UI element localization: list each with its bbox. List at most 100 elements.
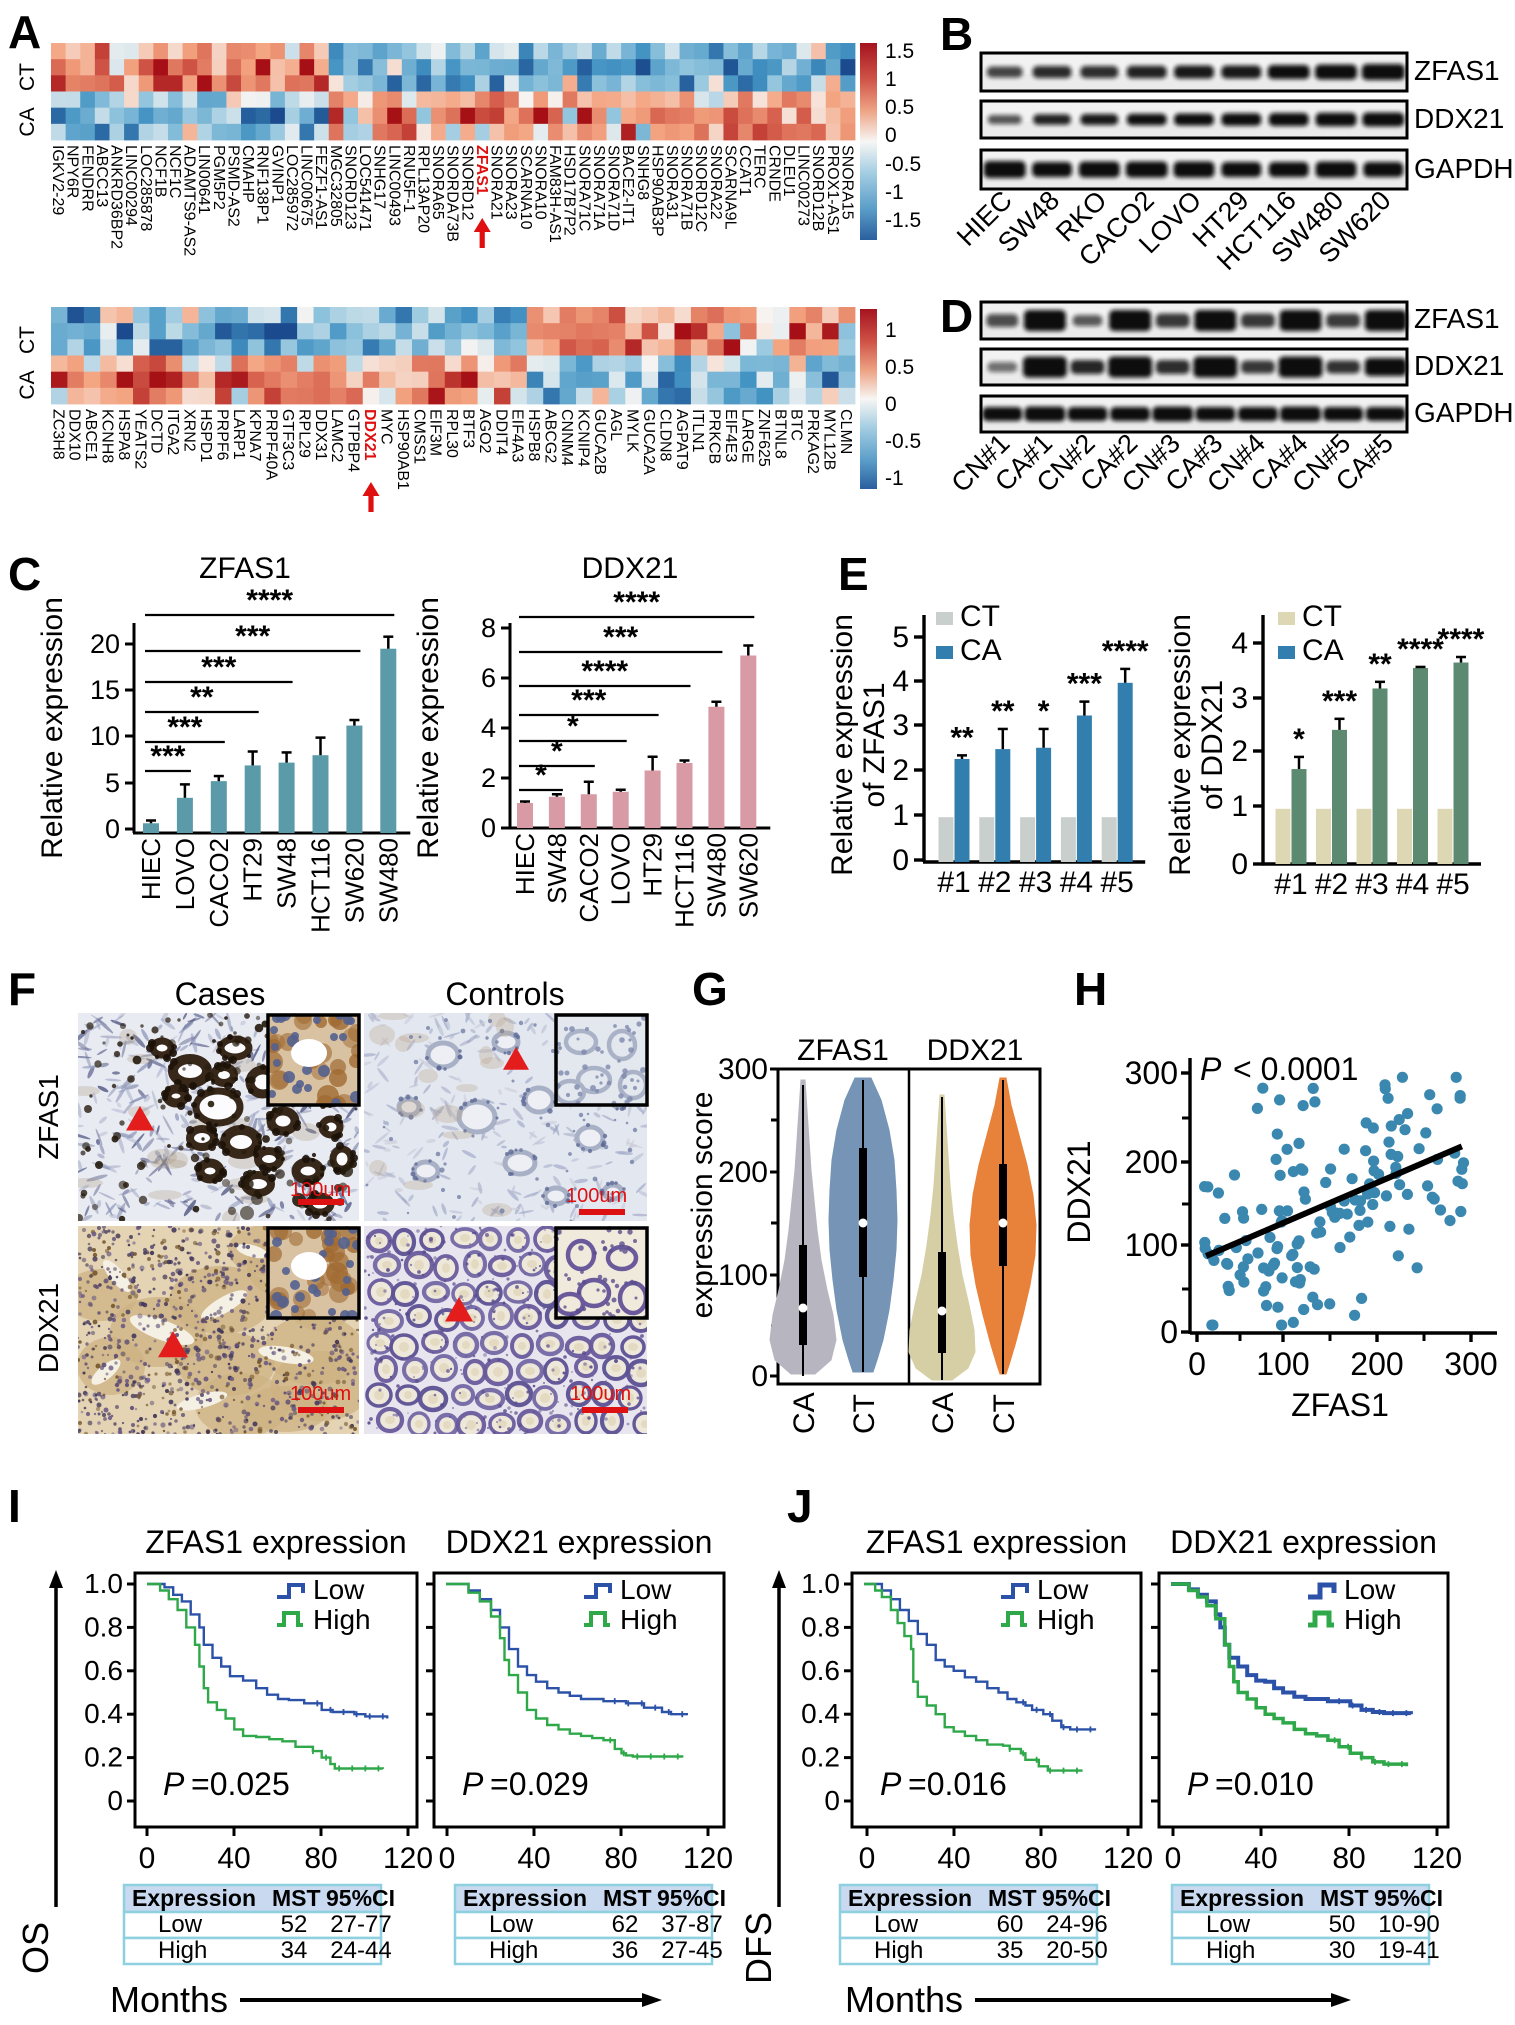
svg-text:PRKAG2: PRKAG2 [804, 409, 821, 474]
svg-text:DDX10: DDX10 [66, 409, 83, 461]
svg-text:****: **** [1397, 633, 1444, 666]
svg-text:CT: CT [960, 600, 1000, 633]
svg-text:GAPDH: GAPDH [1414, 397, 1514, 428]
svg-text:SNORA71D: SNORA71D [605, 145, 622, 231]
svg-text:SNORA31: SNORA31 [663, 145, 680, 220]
svg-text:0.2: 0.2 [801, 1742, 840, 1773]
svg-text:LINC00675: LINC00675 [298, 145, 315, 226]
svg-text:CLMN: CLMN [837, 409, 854, 454]
svg-text:4: 4 [1231, 627, 1248, 660]
svg-text:0: 0 [824, 1785, 840, 1816]
svg-text:ANKRD36BP2: ANKRD36BP2 [108, 145, 125, 249]
svg-text:0.5: 0.5 [885, 356, 914, 379]
svg-text:expression score: expression score [686, 1092, 719, 1319]
svg-text:80: 80 [604, 1842, 637, 1875]
svg-text:SNORA22: SNORA22 [707, 145, 724, 220]
svg-text:****: **** [1102, 635, 1149, 668]
svg-text:F: F [8, 963, 36, 1015]
svg-text:****: **** [1438, 623, 1485, 656]
svg-text:**: ** [991, 695, 1015, 728]
svg-text:Relative expression: Relative expression [412, 597, 445, 859]
svg-text:FEZF1-AS1: FEZF1-AS1 [312, 145, 329, 230]
svg-text:P: P [163, 1766, 185, 1802]
svg-text:120: 120 [383, 1842, 433, 1875]
svg-text:Low: Low [1037, 1574, 1089, 1605]
svg-text:1.5: 1.5 [885, 40, 914, 63]
svg-text:35: 35 [997, 1937, 1024, 1964]
svg-text:CNNM4: CNNM4 [558, 409, 575, 466]
svg-text:Low: Low [874, 1911, 919, 1938]
svg-text:*: * [1038, 695, 1050, 728]
svg-text:LOVO: LOVO [606, 833, 636, 905]
svg-text:20: 20 [90, 629, 120, 659]
svg-text:15: 15 [90, 675, 120, 705]
svg-text:Relative expression: Relative expression [826, 614, 859, 876]
svg-text:CA: CA [16, 370, 39, 399]
svg-text:100um: 100um [290, 1383, 351, 1405]
svg-text:****: **** [581, 655, 628, 688]
svg-text:8: 8 [481, 613, 496, 643]
svg-text:High: High [158, 1937, 207, 1964]
svg-text:CA: CA [788, 1392, 821, 1434]
svg-text:PRPF6: PRPF6 [213, 409, 230, 461]
svg-text:KPNA7: KPNA7 [246, 409, 263, 462]
svg-text:SW48: SW48 [542, 833, 572, 904]
svg-text:TERC: TERC [751, 145, 768, 189]
svg-text:0: 0 [139, 1842, 156, 1875]
svg-text:100um: 100um [570, 1383, 631, 1405]
svg-text:LINC00273: LINC00273 [795, 145, 812, 226]
svg-text:=0.029: =0.029 [490, 1766, 589, 1802]
svg-text:#1: #1 [937, 866, 970, 899]
svg-text:30: 30 [1329, 1937, 1356, 1964]
svg-text:0: 0 [1165, 1842, 1182, 1875]
svg-text:-1.5: -1.5 [885, 209, 921, 232]
svg-text:LOC541471: LOC541471 [356, 145, 373, 231]
svg-text:80: 80 [304, 1842, 337, 1875]
svg-text:GTPBP4: GTPBP4 [345, 409, 362, 472]
svg-text:High: High [1344, 1604, 1402, 1635]
svg-text:HSD17B7P2: HSD17B7P2 [561, 145, 578, 236]
svg-text:2: 2 [481, 763, 496, 793]
svg-text:EIF4E3: EIF4E3 [722, 409, 739, 462]
svg-text:P: P [462, 1766, 484, 1802]
svg-text:DDX31: DDX31 [312, 409, 329, 461]
svg-text:Expression: Expression [463, 1885, 587, 1911]
svg-text:High: High [313, 1604, 371, 1635]
svg-text:95%CI: 95%CI [1042, 1885, 1111, 1911]
svg-text:100: 100 [1125, 1227, 1178, 1263]
svg-text:SNORA21: SNORA21 [488, 145, 505, 220]
svg-text:0.2: 0.2 [84, 1742, 123, 1773]
svg-text:***: *** [201, 651, 236, 684]
svg-text:Expression: Expression [848, 1885, 972, 1911]
svg-text:FAM83H-AS1: FAM83H-AS1 [546, 145, 563, 243]
svg-text:***: *** [167, 711, 202, 744]
svg-text:High: High [1037, 1604, 1095, 1635]
svg-text:HSPA8: HSPA8 [115, 409, 132, 460]
svg-text:ZFAS1: ZFAS1 [797, 1034, 889, 1067]
svg-text:SNORA71B: SNORA71B [678, 145, 695, 230]
svg-text:PSMD-AS2: PSMD-AS2 [224, 145, 241, 227]
svg-text:NCF1C: NCF1C [166, 145, 183, 198]
svg-text:MYL12B: MYL12B [820, 409, 837, 470]
svg-text:****: **** [613, 586, 660, 619]
svg-text:40: 40 [937, 1842, 970, 1875]
svg-text:5: 5 [105, 768, 120, 798]
svg-text:ZC3H8: ZC3H8 [49, 409, 66, 460]
svg-text:5: 5 [892, 621, 909, 654]
svg-text:95%CI: 95%CI [1374, 1885, 1443, 1911]
svg-text:MYC: MYC [377, 409, 394, 445]
svg-text:ZFAS1: ZFAS1 [1414, 303, 1500, 334]
svg-text:ZFAS1: ZFAS1 [473, 145, 490, 195]
svg-text:0: 0 [1231, 848, 1248, 881]
svg-text:SW620: SW620 [339, 838, 369, 923]
svg-text:#3: #3 [1355, 868, 1388, 901]
svg-text:SNORD12C: SNORD12C [692, 145, 709, 232]
svg-text:CA: CA [927, 1392, 960, 1434]
svg-text:-0.5: -0.5 [885, 430, 921, 453]
svg-text:Controls: Controls [445, 976, 564, 1012]
svg-text:0.4: 0.4 [84, 1698, 123, 1729]
svg-text:0.8: 0.8 [84, 1611, 123, 1642]
svg-text:DFS: DFS [738, 1912, 779, 1984]
svg-text:1.0: 1.0 [801, 1568, 840, 1599]
svg-text:HIEC: HIEC [136, 838, 166, 900]
